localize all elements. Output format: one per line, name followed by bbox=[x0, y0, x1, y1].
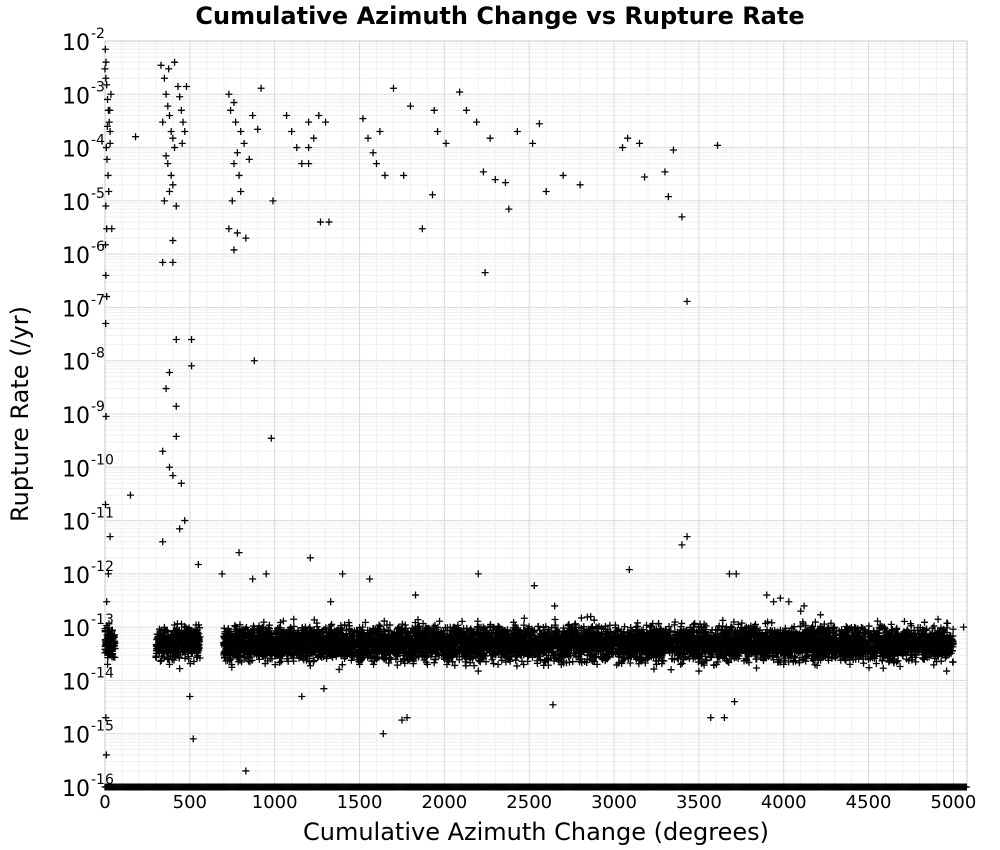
data-point bbox=[520, 661, 528, 669]
data-point bbox=[156, 657, 164, 665]
data-point bbox=[474, 617, 482, 625]
data-point bbox=[865, 622, 873, 630]
data-point bbox=[393, 661, 401, 669]
data-point bbox=[101, 636, 109, 644]
data-point bbox=[103, 622, 111, 630]
data-point bbox=[860, 659, 868, 667]
data-point bbox=[752, 664, 760, 672]
data-point bbox=[436, 617, 444, 625]
chart-title: Cumulative Azimuth Change vs Rupture Rat… bbox=[195, 2, 804, 30]
data-point bbox=[667, 666, 675, 674]
data-point bbox=[458, 617, 466, 625]
data-point bbox=[110, 631, 118, 639]
data-point bbox=[111, 653, 119, 661]
data-point bbox=[335, 665, 343, 673]
data-point bbox=[107, 646, 115, 654]
data-point bbox=[678, 659, 686, 667]
data-point bbox=[105, 627, 113, 635]
data-point bbox=[103, 641, 111, 649]
data-point bbox=[186, 660, 194, 668]
data-point bbox=[176, 665, 184, 673]
data-point bbox=[108, 627, 116, 635]
data-point bbox=[642, 621, 650, 629]
data-point bbox=[900, 617, 908, 625]
data-point bbox=[571, 620, 579, 628]
data-point bbox=[865, 664, 873, 672]
data-point bbox=[738, 619, 746, 627]
data-point bbox=[944, 619, 952, 627]
data-point bbox=[594, 624, 602, 632]
data-point bbox=[338, 661, 346, 669]
data-point bbox=[520, 614, 528, 622]
data-point bbox=[101, 627, 109, 635]
data-point bbox=[104, 645, 112, 653]
data-point bbox=[921, 618, 929, 626]
scatter-points bbox=[101, 45, 970, 791]
data-point bbox=[513, 662, 521, 670]
